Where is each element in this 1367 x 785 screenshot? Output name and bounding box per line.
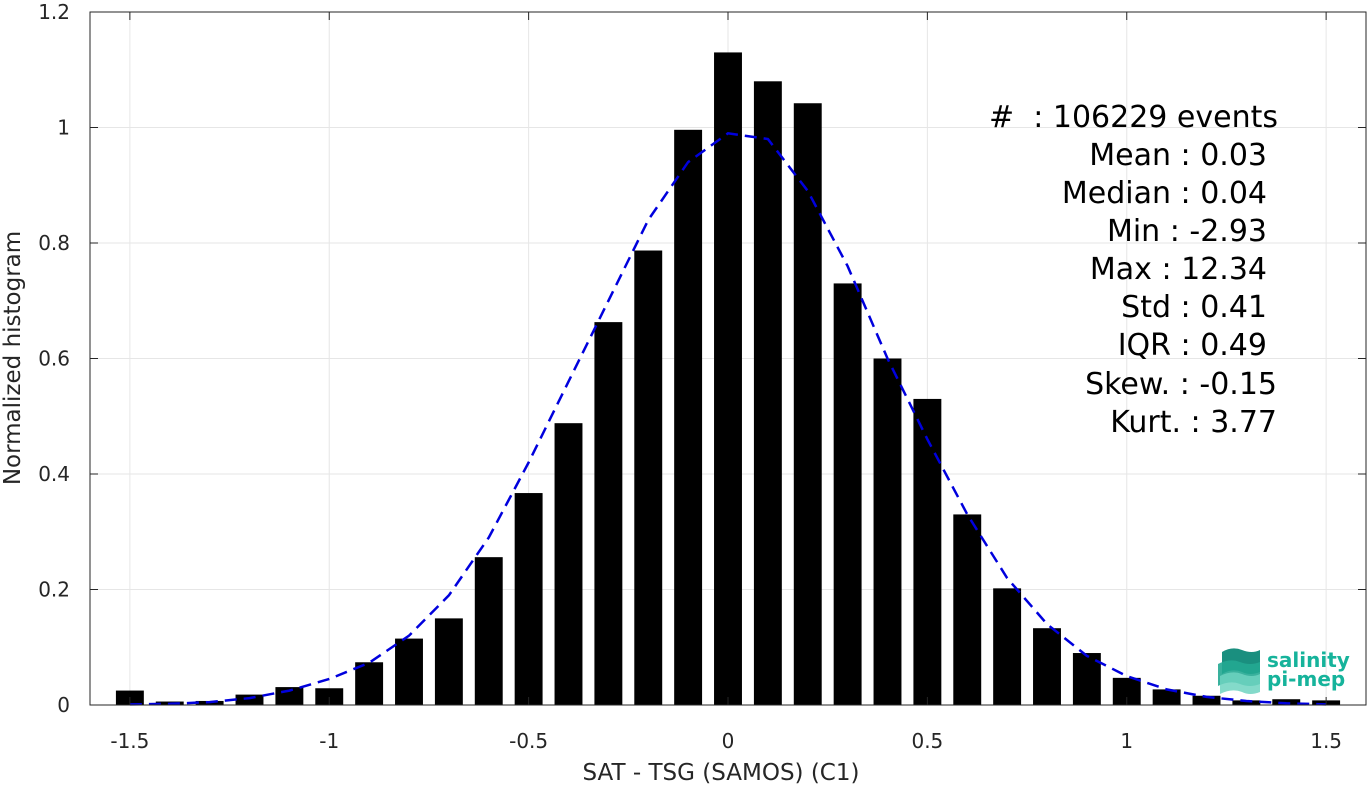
y-tick-label: 0: [57, 693, 70, 717]
x-tick-label: -1.5: [110, 729, 149, 753]
stat-max: Max : 12.34: [1090, 252, 1267, 287]
y-tick-label: 0.6: [38, 347, 70, 371]
histogram-bar: [753, 81, 782, 706]
waves-icon: [1218, 648, 1260, 694]
axis-ticks: [90, 11, 1366, 706]
histogram-bar: [1192, 695, 1221, 705]
salinity-pimep-logo: salinity pi-mep: [1218, 648, 1350, 694]
histogram-bar: [474, 557, 503, 705]
logo-line-2: pi-mep: [1267, 667, 1345, 691]
stat-std: Std : 0.41: [1121, 290, 1267, 325]
histogram-bars: [115, 52, 1341, 706]
y-tick-label: 1.2: [38, 0, 70, 24]
stat-skew: Skew. : -0.15: [1085, 367, 1277, 402]
histogram-bar: [355, 662, 384, 705]
histogram-bar: [514, 493, 543, 705]
x-tick-label: -1: [319, 729, 339, 753]
stat-median: Median : 0.04: [1062, 176, 1267, 211]
x-tick-label: 1.5: [1310, 729, 1342, 753]
histogram-bar: [953, 514, 982, 705]
histogram-bar: [873, 358, 902, 705]
y-tick-label: 0.4: [38, 462, 70, 486]
histogram-bar: [1033, 628, 1061, 705]
histogram-bar: [395, 638, 423, 705]
histogram-bar: [434, 618, 463, 705]
histogram-bar: [674, 129, 703, 705]
histogram-bar: [913, 398, 942, 705]
histogram-bar: [235, 694, 264, 705]
histogram-bar: [315, 688, 344, 705]
x-tick-label: 0: [722, 729, 735, 753]
y-tick-label: 0.8: [38, 231, 70, 255]
x-tick-labels: -1.5 -1 -0.5 0 0.5 1 1.5: [110, 729, 1342, 753]
stat-events: # : 106229 events: [989, 100, 1278, 135]
y-tick-labels: 0 0.2 0.4 0.6 0.8 1 1.2: [38, 0, 70, 717]
logo-line-1: salinity: [1267, 648, 1350, 672]
stat-kurt: Kurt. : 3.77: [1110, 405, 1277, 440]
y-axis-label: Normalized histogram: [0, 231, 26, 485]
stat-iqr: IQR : 0.49: [1118, 328, 1267, 363]
histogram-bar: [594, 322, 623, 705]
x-tick-label: 0.5: [911, 729, 943, 753]
x-axis-label: SAT - TSG (SAMOS) (C1): [583, 760, 860, 785]
histogram-bar: [1232, 700, 1261, 705]
stat-mean: Mean : 0.03: [1089, 138, 1267, 173]
histogram-bar: [793, 103, 822, 706]
histogram-bar: [993, 588, 1022, 705]
histogram-bar: [1152, 689, 1181, 705]
y-tick-label: 1: [57, 116, 70, 140]
histogram-bar: [833, 283, 862, 705]
histogram-bar: [634, 250, 663, 705]
fit-curve: [129, 131, 1327, 706]
histogram-bar: [714, 52, 742, 706]
histogram-bar: [554, 423, 583, 705]
stat-min: Min : -2.93: [1107, 214, 1267, 249]
y-tick-label: 0.2: [38, 578, 70, 602]
x-tick-label: 1: [1120, 729, 1133, 753]
stats-box: # : 106229 events Mean : 0.03 Median : 0…: [989, 100, 1278, 440]
x-tick-label: -0.5: [509, 729, 548, 753]
